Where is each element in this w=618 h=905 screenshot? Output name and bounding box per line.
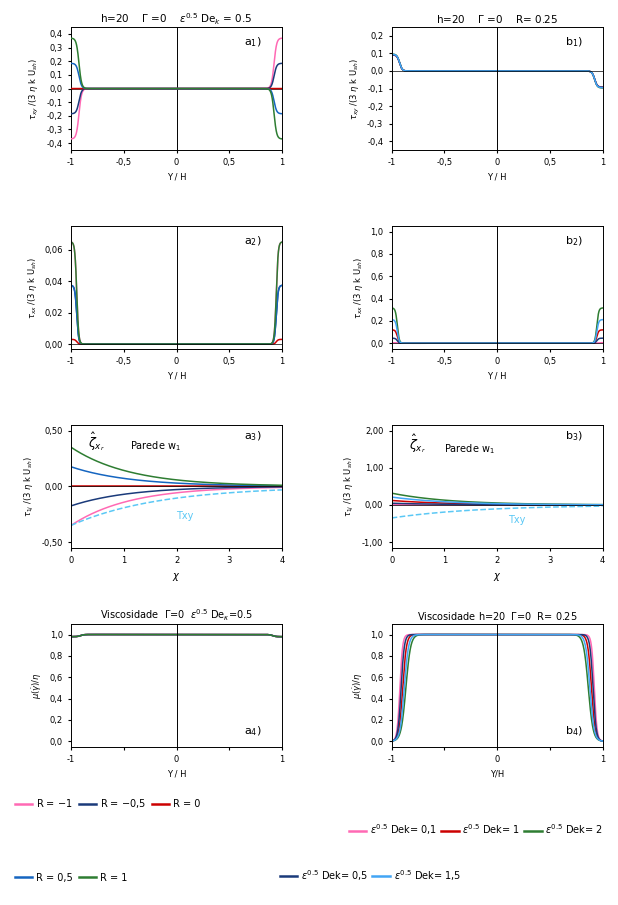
Y-axis label: $\mu(\dot{\gamma})/\eta$: $\mu(\dot{\gamma})/\eta$ <box>350 672 365 699</box>
Text: b$_2$): b$_2$) <box>565 234 582 248</box>
Y-axis label: $\tau_{1j}$ /(3 $\eta$ k U$_{sh}$): $\tau_{1j}$ /(3 $\eta$ k U$_{sh}$) <box>343 456 357 517</box>
Text: Txy: Txy <box>507 515 525 525</box>
Title: Viscosidade  $\Gamma$=0  $\varepsilon^{0.5}$ De$_\kappa$=0.5: Viscosidade $\Gamma$=0 $\varepsilon^{0.5… <box>100 608 253 624</box>
Text: Parede w$_1$: Parede w$_1$ <box>130 440 181 453</box>
Title: Viscosidade h=20  $\Gamma$=0  R= 0.25: Viscosidade h=20 $\Gamma$=0 R= 0.25 <box>417 610 577 622</box>
Y-axis label: $\tau_{1j}$ /(3 $\eta$ k U$_{sh}$): $\tau_{1j}$ /(3 $\eta$ k U$_{sh}$) <box>23 456 36 517</box>
X-axis label: Y / H: Y / H <box>167 173 186 182</box>
Text: b$_4$): b$_4$) <box>565 725 582 738</box>
Text: Parede w$_1$: Parede w$_1$ <box>444 442 495 456</box>
Legend: $\varepsilon^{0.5}$ Dek= 0,5, $\varepsilon^{0.5}$ Dek= 1,5: $\varepsilon^{0.5}$ Dek= 0,5, $\varepsil… <box>276 864 465 887</box>
Legend: $\varepsilon^{0.5}$ Dek= 0,1, $\varepsilon^{0.5}$ Dek= 1, $\varepsilon^{0.5}$ De: $\varepsilon^{0.5}$ Dek= 0,1, $\varepsil… <box>345 819 607 842</box>
X-axis label: Y / H: Y / H <box>488 173 507 182</box>
Title: h=20    $\Gamma$ =0    $\varepsilon^{0.5}$ De$_k$ = 0.5: h=20 $\Gamma$ =0 $\varepsilon^{0.5}$ De$… <box>100 11 253 27</box>
X-axis label: $\chi$: $\chi$ <box>493 571 501 583</box>
Legend: R = 0,5, R = 1: R = 0,5, R = 1 <box>11 869 132 887</box>
Text: b$_3$): b$_3$) <box>565 430 582 443</box>
Text: Txy: Txy <box>177 511 194 521</box>
Text: a$_1$): a$_1$) <box>244 36 261 50</box>
Y-axis label: $\tau_{xx}$ /(3 $\eta$ k U$_{sh}$): $\tau_{xx}$ /(3 $\eta$ k U$_{sh}$) <box>26 256 39 319</box>
Text: $\hat{\zeta}_{x_r}$: $\hat{\zeta}_{x_r}$ <box>88 430 105 452</box>
Y-axis label: $\tau_{xx}$ /(3 $\eta$ k U$_{sh}$): $\tau_{xx}$ /(3 $\eta$ k U$_{sh}$) <box>352 256 365 319</box>
Text: a$_2$): a$_2$) <box>244 234 261 248</box>
Text: a$_4$): a$_4$) <box>244 725 261 738</box>
Text: b$_1$): b$_1$) <box>565 36 582 50</box>
Title: h=20    $\Gamma$ =0    R= 0.25: h=20 $\Gamma$ =0 R= 0.25 <box>436 13 558 25</box>
X-axis label: Y / H: Y / H <box>488 372 507 381</box>
Y-axis label: $\tau_{xy}$ /(3 $\eta$ k U$_{sh}$): $\tau_{xy}$ /(3 $\eta$ k U$_{sh}$) <box>28 57 41 119</box>
X-axis label: Y / H: Y / H <box>167 769 186 778</box>
Y-axis label: $\mu(\dot{\gamma})/\eta$: $\mu(\dot{\gamma})/\eta$ <box>30 672 44 699</box>
Text: a$_3$): a$_3$) <box>244 430 261 443</box>
Y-axis label: $\tau_{xy}$ /(3 $\eta$ k U$_{sh}$): $\tau_{xy}$ /(3 $\eta$ k U$_{sh}$) <box>349 57 362 119</box>
X-axis label: Y / H: Y / H <box>167 372 186 381</box>
X-axis label: $\chi$: $\chi$ <box>172 571 181 583</box>
Text: $\hat{\zeta}_{x_r}$: $\hat{\zeta}_{x_r}$ <box>408 433 426 455</box>
Legend: R = $-$1, R = $-$0,5, R = 0: R = $-$1, R = $-$0,5, R = 0 <box>11 794 205 814</box>
X-axis label: Y/H: Y/H <box>490 769 504 778</box>
